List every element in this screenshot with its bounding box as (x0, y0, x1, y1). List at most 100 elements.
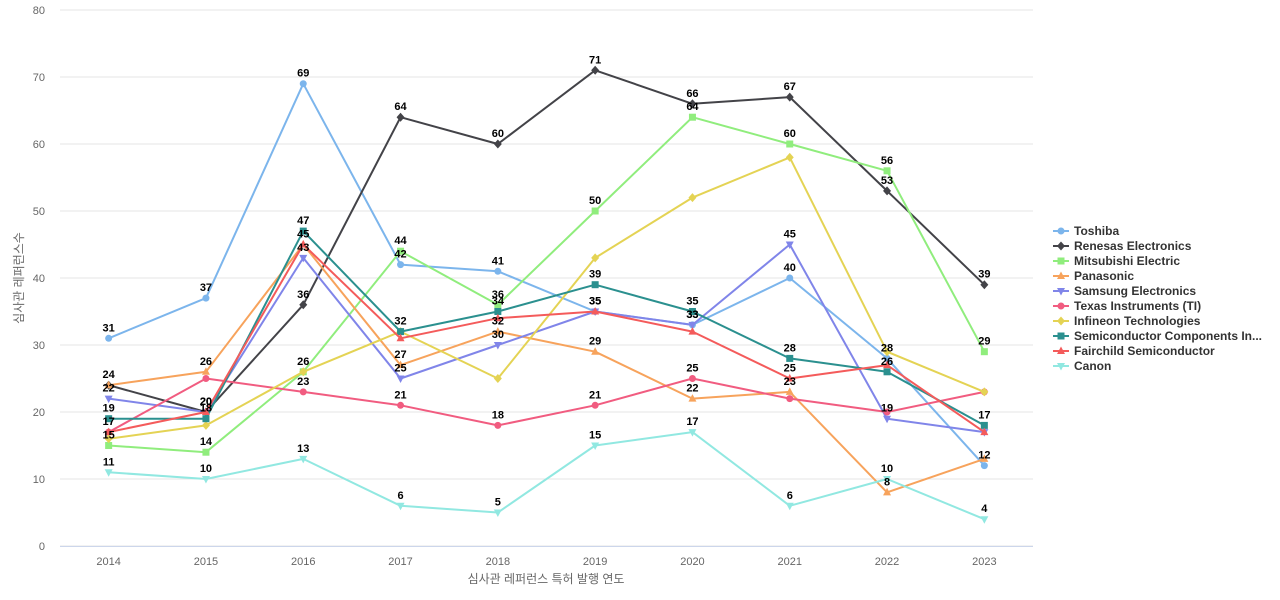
data-label: 26 (200, 356, 212, 368)
data-point (591, 401, 599, 409)
data-point (591, 442, 600, 450)
x-tick-label: 2019 (583, 556, 607, 568)
data-label: 15 (103, 430, 115, 442)
data-point (299, 227, 307, 235)
data-point (104, 380, 113, 389)
data-point (493, 327, 502, 335)
legend-item[interactable]: Semiconductor Components In... (1053, 329, 1262, 343)
x-tick-label: 2016 (291, 556, 315, 568)
legend-marker (1057, 271, 1065, 279)
series-canon (104, 429, 989, 524)
data-point (397, 401, 405, 409)
x-tick-label: 2017 (388, 556, 412, 568)
data-label: 20 (200, 396, 212, 408)
legend-label: Infineon Technologies (1074, 314, 1201, 328)
legend-item[interactable]: Toshiba (1053, 224, 1119, 238)
data-point (201, 367, 210, 375)
series-line (108, 243, 985, 494)
legend-marker (1057, 346, 1065, 354)
legend-item[interactable]: Texas Instruments (TI) (1053, 299, 1201, 313)
legend-marker (1057, 302, 1065, 310)
data-label: 15 (589, 430, 601, 442)
data-label: 17 (103, 416, 115, 428)
data-point (688, 327, 697, 335)
data-point (397, 328, 405, 336)
series-panasonic (104, 240, 989, 496)
data-point (396, 360, 405, 369)
data-label: 23 (784, 376, 796, 388)
data-point (785, 92, 794, 102)
data-label: 29 (589, 336, 601, 348)
data-label: 25 (784, 363, 796, 375)
grid (60, 9, 1033, 547)
legend-item[interactable]: Panasonic (1053, 269, 1134, 283)
data-label: 26 (881, 356, 893, 368)
legend-label: Renesas Electronics (1074, 239, 1192, 253)
legend-item[interactable]: Fairchild Semiconductor (1053, 344, 1215, 358)
series-line (108, 431, 985, 521)
data-point (883, 487, 892, 496)
data-label: 17 (978, 409, 990, 421)
data-point (396, 375, 405, 383)
series-renesas-electronics (104, 65, 989, 417)
data-label: 4 (981, 503, 988, 515)
data-point (104, 434, 113, 444)
data-label: 5 (495, 497, 501, 509)
data-point (883, 186, 892, 196)
data-point (591, 347, 600, 355)
series-line (108, 156, 985, 440)
x-tick-label: 2018 (486, 556, 510, 568)
data-point (494, 267, 502, 275)
data-label: 21 (589, 389, 601, 401)
series-semiconductor-components-in (105, 227, 988, 429)
legend-item[interactable]: Renesas Electronics (1053, 239, 1192, 253)
data-label: 39 (978, 269, 990, 281)
data-label: 32 (394, 316, 406, 328)
data-point (396, 333, 405, 342)
data-point (591, 281, 599, 289)
data-label: 43 (297, 242, 309, 254)
data-label: 66 (686, 88, 698, 100)
data-point (299, 254, 308, 263)
legend-label: Mitsubishi Electric (1074, 254, 1180, 268)
data-label: 27 (394, 349, 406, 361)
data-label: 33 (686, 309, 698, 321)
data-point (688, 429, 697, 437)
legend-item[interactable]: Infineon Technologies (1053, 314, 1201, 328)
data-label: 39 (589, 269, 601, 281)
y-tick-label: 0 (39, 541, 45, 553)
data-point (494, 308, 502, 315)
data-label: 64 (394, 101, 407, 113)
data-label: 60 (784, 128, 796, 140)
data-label: 42 (394, 249, 406, 261)
y-tick-label: 70 (33, 72, 45, 84)
legend-item[interactable]: Mitsubishi Electric (1053, 254, 1180, 268)
series-line (108, 377, 985, 433)
data-label: 64 (686, 101, 699, 113)
data-label: 71 (589, 54, 601, 66)
data-point (980, 516, 989, 524)
data-label: 47 (297, 215, 309, 227)
data-point (202, 294, 210, 302)
y-tick-label: 80 (33, 5, 45, 17)
legend-marker (1057, 241, 1065, 251)
legend-item[interactable]: Samsung Electronics (1053, 284, 1196, 298)
data-label: 28 (881, 342, 893, 354)
data-label: 14 (200, 436, 213, 448)
data-point (883, 354, 891, 362)
data-point (299, 300, 308, 310)
y-tick-label: 40 (33, 273, 45, 285)
data-label: 31 (103, 322, 115, 334)
data-label: 53 (881, 175, 893, 187)
data-label: 25 (686, 363, 698, 375)
data-label: 36 (492, 289, 504, 301)
data-point (105, 334, 113, 342)
data-label: 20 (200, 396, 212, 408)
y-tick-label: 60 (33, 139, 45, 151)
data-point (202, 415, 210, 423)
y-axis-title: 심사관 레퍼런스수 (12, 232, 26, 324)
legend-item[interactable]: Canon (1053, 359, 1111, 373)
data-point (591, 65, 600, 75)
data-point (785, 374, 794, 382)
